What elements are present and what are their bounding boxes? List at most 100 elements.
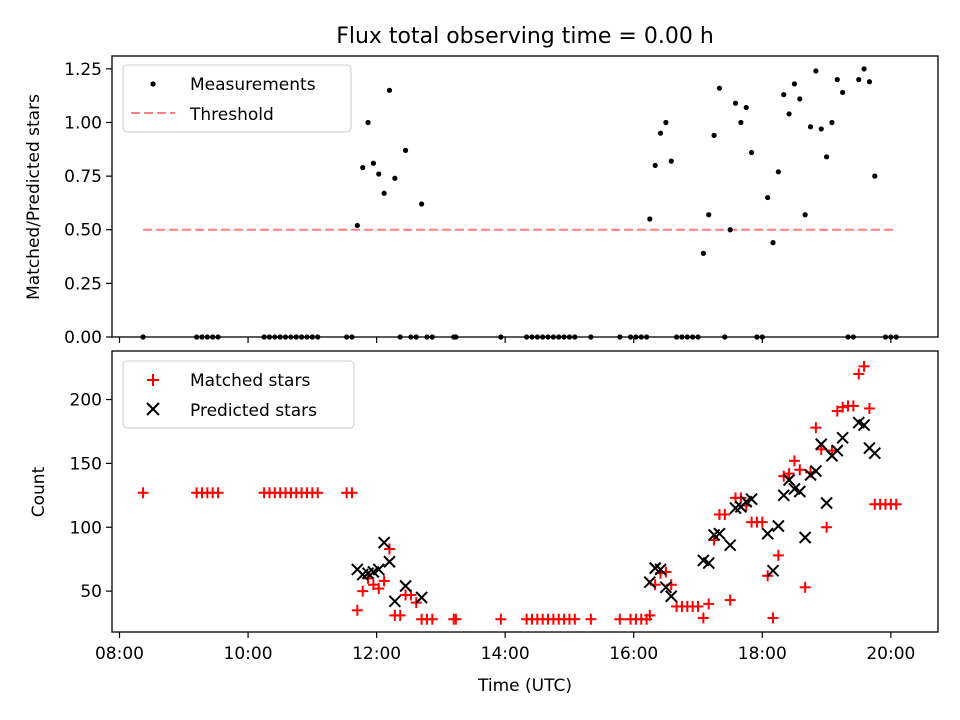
measurement-point <box>765 194 771 201</box>
matched-star-marker <box>569 613 581 625</box>
legend-marker-measurements <box>150 81 156 87</box>
predicted-star-marker <box>654 563 667 576</box>
matched-star-marker <box>778 470 790 482</box>
bottom-y-axis-label: Count <box>29 466 49 517</box>
measurement-point <box>732 100 739 106</box>
matched-star-marker <box>863 402 875 414</box>
predicted-star-marker <box>868 446 881 460</box>
measurement-point <box>840 89 846 96</box>
bottom-x-tick-label: 08:00 <box>95 644 144 664</box>
bottom-x-tick-label: 20:00 <box>866 644 915 664</box>
matched-star-marker <box>890 498 902 510</box>
measurement-point <box>392 175 398 181</box>
predicted-star-marker <box>745 492 758 506</box>
measurement-point <box>716 85 723 91</box>
matched-star-marker <box>853 368 865 380</box>
top-y-tick-label: 1.00 <box>64 113 102 133</box>
bottom-x-tick-label: 18:00 <box>738 644 787 664</box>
matched-stars-points <box>137 360 902 625</box>
matched-star-marker <box>362 572 374 584</box>
matched-star-marker <box>794 464 806 476</box>
predicted-star-marker <box>415 591 428 604</box>
matched-star-marker <box>495 613 507 625</box>
measurement-point <box>872 173 878 179</box>
measurement-point <box>786 111 792 117</box>
matched-star-marker <box>815 443 827 455</box>
top-y-tick-label: 1.25 <box>64 60 102 80</box>
bottom-x-tick-label: 14:00 <box>481 644 530 664</box>
matched-star-marker <box>357 585 369 597</box>
matched-star-marker <box>373 583 385 595</box>
measurement-point <box>781 92 787 98</box>
top-legend: Measurements Threshold <box>122 64 352 133</box>
measurement-point <box>381 190 387 196</box>
measurement-point <box>376 171 382 177</box>
measurement-point <box>652 162 658 168</box>
matched-star-marker <box>351 604 363 616</box>
matched-star-marker <box>708 534 720 546</box>
bottom-panel: 50 100 150 200 08:00 10:00 12:00 14:00 16:00 18:0… <box>29 350 939 696</box>
predicted-star-marker <box>659 581 673 594</box>
measurement-points <box>140 66 899 340</box>
predicted-star-marker <box>723 538 737 552</box>
matched-star-marker <box>692 600 704 612</box>
bottom-y-tick-label: 200 <box>70 391 102 411</box>
top-y-tick-label: 0.75 <box>64 167 102 187</box>
measurement-point <box>706 212 712 218</box>
predicted-star-marker <box>782 473 796 487</box>
measurement-point <box>419 201 425 207</box>
predicted-star-marker <box>766 564 780 577</box>
predicted-star-marker <box>831 444 844 457</box>
measurement-point <box>834 76 840 83</box>
predicted-star-marker <box>772 519 785 533</box>
bottom-y-tick-label: 100 <box>70 518 102 538</box>
measurement-point <box>813 68 819 74</box>
measurement-point <box>657 130 664 136</box>
measurement-point <box>647 216 653 222</box>
measurement-point <box>829 119 835 126</box>
measurement-point <box>402 147 409 153</box>
bottom-y-tick-label: 50 <box>80 582 102 602</box>
legend-marker-matched <box>147 374 159 386</box>
predicted-star-marker <box>372 563 385 576</box>
top-legend-box <box>122 64 352 133</box>
measurement-point <box>668 158 674 164</box>
matched-star-marker <box>378 575 390 587</box>
matched-star-marker <box>212 487 224 499</box>
matched-star-marker <box>799 581 811 593</box>
matched-star-marker <box>837 401 849 413</box>
measurement-point <box>807 124 814 130</box>
matched-star-marker <box>756 516 768 528</box>
bottom-legend-box <box>122 360 355 429</box>
matched-star-marker <box>719 508 731 520</box>
bottom-x-tick-label: 12:00 <box>352 644 401 664</box>
matched-star-marker <box>847 400 859 412</box>
legend-label-predicted: Predicted stars <box>190 401 317 421</box>
top-y-tick-label: 0.00 <box>64 328 102 348</box>
measurement-point <box>797 96 803 102</box>
matched-star-marker <box>585 613 597 625</box>
predicted-star-marker <box>857 418 871 432</box>
matched-star-marker <box>450 613 462 625</box>
matched-star-marker <box>821 521 833 533</box>
measurement-point <box>663 119 669 126</box>
predicted-star-marker <box>761 527 774 540</box>
measurement-point <box>711 132 717 138</box>
chart-title: Flux total observing time = 0.00 h <box>336 24 714 49</box>
bottom-legend: Matched stars Predicted stars <box>122 360 355 429</box>
predicted-star-marker <box>665 590 678 603</box>
matched-star-marker <box>697 612 709 624</box>
measurement-point <box>823 154 830 160</box>
top-panel: 0.00 0.25 0.50 0.75 1.00 1.25 Matched/Predict… <box>24 55 939 348</box>
measurement-point <box>727 227 733 233</box>
bottom-x-tick-label: 16:00 <box>609 644 658 664</box>
predicted-star-marker <box>399 579 412 593</box>
bottom-x-tick-label: 10:00 <box>224 644 273 664</box>
measurement-point <box>370 160 377 166</box>
matched-star-marker <box>772 549 784 561</box>
matched-star-marker <box>614 613 626 625</box>
predicted-star-marker <box>702 556 715 570</box>
top-y-axis-label: Matched/Predicted stars <box>24 94 44 300</box>
top-axis-ticks: 0.00 0.25 0.50 0.75 1.00 1.25 <box>64 60 892 348</box>
